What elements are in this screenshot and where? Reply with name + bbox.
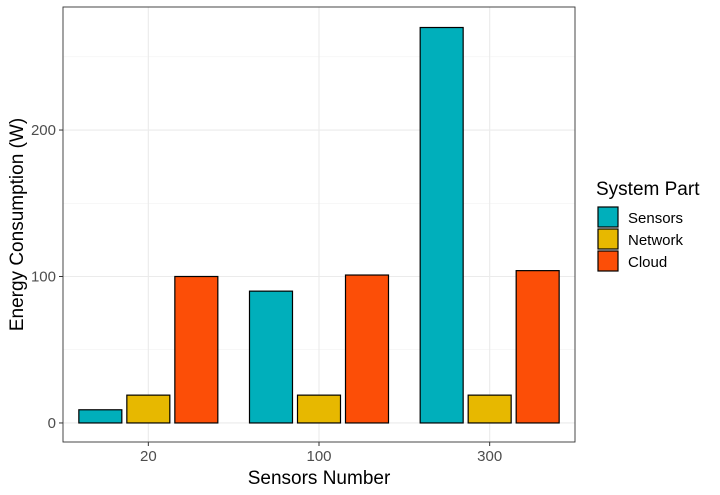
- y-tick-label: 0: [48, 415, 56, 432]
- legend-label-sensors: Sensors: [628, 210, 683, 227]
- x-axis-title: Sensors Number: [248, 468, 391, 489]
- legend-key-cloud: [597, 250, 619, 272]
- legend-label-cloud: Cloud: [628, 254, 667, 271]
- legend-key-network: [597, 228, 619, 250]
- x-axis: 20 100 300: [140, 442, 502, 465]
- bars: [78, 26, 560, 424]
- bar-cloud-300: [515, 270, 560, 424]
- bar-cloud-100: [344, 274, 390, 424]
- legend-label-network: Network: [628, 232, 684, 249]
- x-tick-label: 300: [477, 448, 502, 465]
- legend-key-sensors: [597, 206, 619, 228]
- y-tick-label: 100: [31, 268, 56, 285]
- x-tick-label: 20: [140, 448, 157, 465]
- bar-network-300: [467, 394, 512, 424]
- bar-network-20: [126, 394, 171, 424]
- bar-cloud-20: [174, 275, 219, 424]
- bar-network-100: [296, 394, 342, 424]
- legend-title: System Part: [596, 179, 700, 200]
- legend: System Part Sensors Network Cloud: [596, 179, 700, 272]
- x-tick-label: 100: [306, 448, 331, 465]
- y-axis: 0 100 200: [31, 122, 63, 432]
- bar-sensors-300: [419, 26, 464, 424]
- bar-sensors-20: [78, 409, 123, 424]
- y-tick-label: 200: [31, 122, 56, 139]
- bar-sensors-100: [248, 290, 294, 424]
- y-axis-title: Energy Consumption (W): [7, 118, 28, 331]
